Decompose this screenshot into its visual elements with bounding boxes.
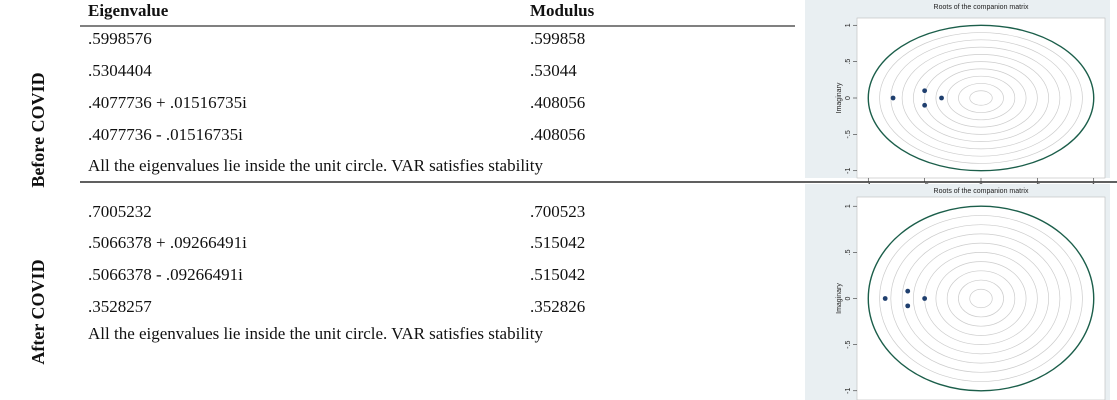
- reference-circle: [946, 270, 1016, 327]
- table-cell: .4077736 - .01516735i: [88, 125, 243, 144]
- root-point: [922, 102, 928, 108]
- y-axis-label: Imaginary: [836, 283, 843, 314]
- note: All the eigenvalues lie inside the unit …: [88, 324, 543, 343]
- root-point: [882, 296, 888, 301]
- root-point: [905, 288, 911, 294]
- note: All the eigenvalues lie inside the unit …: [88, 156, 543, 175]
- reference-circle: [924, 61, 1038, 135]
- root-point: [890, 95, 896, 101]
- y-tick-label: .5: [845, 249, 852, 255]
- y-tick-label: .5: [845, 59, 852, 65]
- table-cell: .700523: [530, 202, 585, 221]
- column-header: Eigenvalue: [88, 1, 169, 20]
- plot-area: [856, 17, 1106, 179]
- root-point: [922, 296, 928, 301]
- reference-circle: [913, 54, 1049, 142]
- table-cell: .352826: [530, 297, 585, 316]
- y-tick-label: -1: [845, 168, 852, 174]
- reference-circle: [969, 288, 993, 309]
- table-cell: .408056: [530, 93, 585, 112]
- y-tick-label: -.5: [845, 340, 852, 348]
- reference-circle: [958, 83, 1004, 113]
- y-axis-label: Imaginary: [836, 82, 843, 113]
- y-tick-label: 1: [845, 23, 852, 27]
- table-cell: .5066378 + .09266491i: [88, 233, 247, 252]
- root-point: [939, 95, 944, 101]
- table-cell: .5304404: [88, 61, 152, 80]
- table-cell: .515042: [530, 265, 585, 284]
- reference-circle: [890, 224, 1072, 373]
- reference-circle: [901, 46, 1061, 150]
- reference-circle: [935, 68, 1027, 128]
- reference-circle: [969, 90, 993, 106]
- y-tick-label: 0: [845, 296, 852, 300]
- column-header: Modulus: [530, 1, 595, 20]
- unit-circle: [867, 24, 1095, 172]
- table-cell: .3528257: [88, 297, 152, 316]
- table-cell: .5066378 - .09266491i: [88, 265, 243, 284]
- reference-circle: [958, 279, 1004, 318]
- reference-circle: [935, 261, 1027, 336]
- y-tick-label: 0: [845, 96, 852, 100]
- group-label: Before COVID: [28, 72, 48, 187]
- reference-circle: [913, 242, 1049, 355]
- table-cell: .53044: [530, 61, 577, 80]
- chart-title: Roots of the companion matrix: [934, 4, 1029, 11]
- y-tick-label: -.5: [845, 130, 852, 138]
- root-point: [922, 88, 928, 94]
- root-point: [905, 303, 911, 309]
- reference-circle: [901, 233, 1061, 364]
- table-cell: .5998576: [88, 29, 152, 48]
- reference-circle: [879, 215, 1083, 382]
- table-cell: .515042: [530, 233, 585, 252]
- table-cell: .4077736 + .01516735i: [88, 93, 247, 112]
- table-cell: .7005232: [88, 202, 152, 221]
- chart-title: Roots of the companion matrix: [934, 188, 1029, 195]
- unit-circle: [867, 205, 1095, 392]
- reference-circle: [946, 75, 1016, 121]
- reference-circle: [879, 32, 1083, 164]
- table-cell: .599858: [530, 29, 585, 48]
- plot-area: [856, 196, 1106, 400]
- table-cell: .408056: [530, 125, 585, 144]
- y-tick-label: -1: [845, 388, 852, 394]
- group-label: After COVID: [28, 259, 48, 364]
- y-tick-label: 1: [845, 204, 852, 208]
